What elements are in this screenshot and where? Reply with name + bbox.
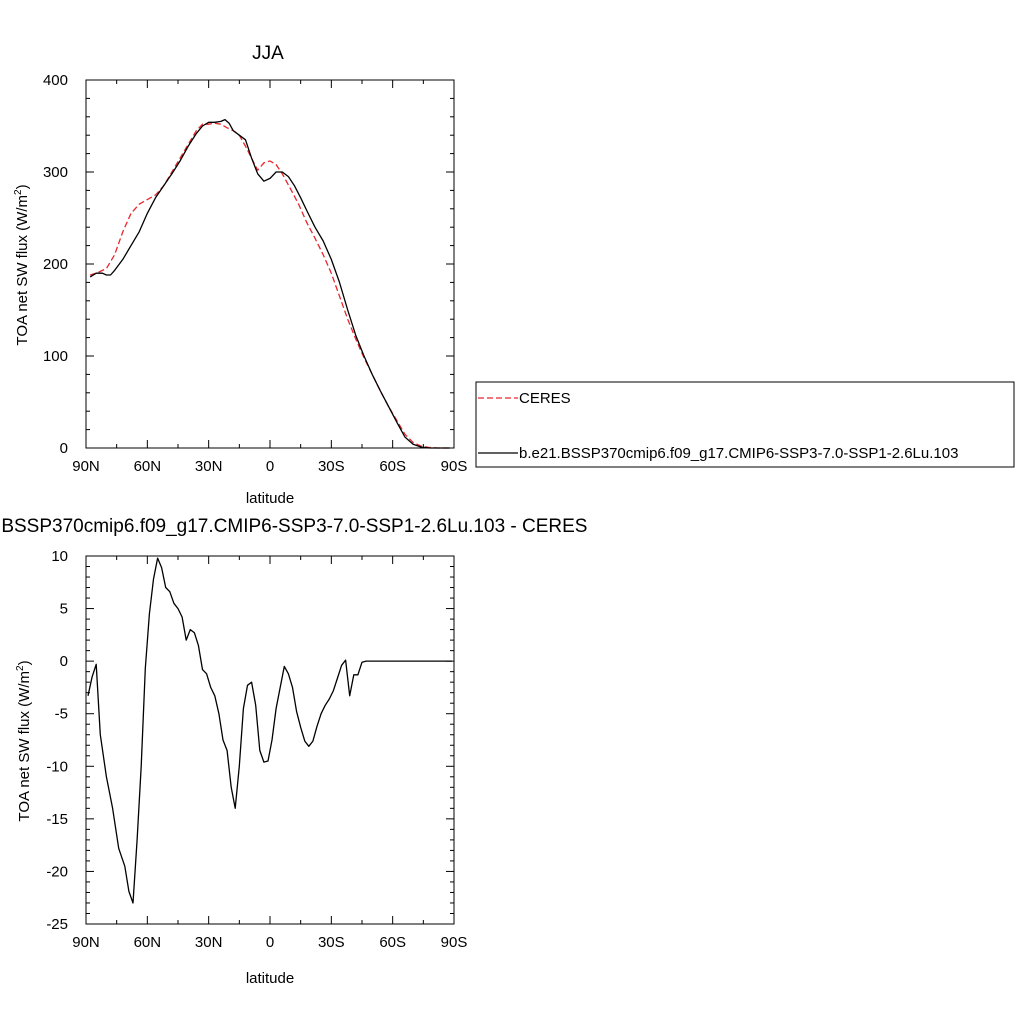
x-tick-label: 30S: [318, 934, 345, 951]
panel-bottom-axes: 90N 60N 30N 0 30S 60S 90S -25 -20 -15 -10 -5 0 5 10: [46, 548, 467, 951]
x-tick-label: 60N: [134, 934, 162, 951]
panel-top-x-axis-title: latitude: [246, 490, 294, 507]
panel-bottom-y-axis-title-close: ): [16, 660, 33, 665]
legend-label-ceres: CERES: [519, 390, 571, 407]
panel-top-frame: [85, 79, 455, 449]
x-tick-label: 90N: [72, 458, 100, 475]
panel-bottom-series: [87, 557, 452, 904]
panel-top-series: [89, 118, 450, 449]
y-tick-label: -15: [46, 811, 68, 828]
panel-bottom-x-axis-title: latitude: [246, 970, 294, 987]
panel-top-y-axis-title-close: ): [14, 184, 31, 189]
y-tick-label: 10: [51, 548, 68, 565]
panel-bottom-frame: [85, 555, 455, 925]
panel-top: JJA 90N 60N 30N 0 30S 60S 90S 0 100 200 300 400 lat…: [13, 43, 467, 507]
panel-bottom-y-axis-title-main: TOA net SW flux (W/m: [16, 671, 33, 822]
x-tick-label: 0: [266, 458, 274, 475]
x-tick-label: 30N: [195, 458, 223, 475]
y-tick-label: -25: [46, 916, 68, 933]
series-line-top-1: [89, 118, 450, 449]
y-tick-label: -10: [46, 758, 68, 775]
y-tick-label: 200: [43, 256, 68, 273]
series-line-top-0: [89, 122, 450, 449]
y-tick-label: 100: [43, 348, 68, 365]
x-tick-label: 90N: [72, 934, 100, 951]
panel-bottom-y-axis-title-sup: 2: [15, 665, 26, 671]
legend-label-model: b.e21.BSSP370cmip6.f09_g17.CMIP6-SSP3-7.…: [519, 445, 958, 462]
y-tick-label: -5: [55, 706, 68, 723]
x-tick-label: 90S: [441, 934, 468, 951]
y-tick-label: 300: [43, 164, 68, 181]
panel-top-y-axis-title: TOA net SW flux (W/m2): [13, 184, 31, 345]
x-tick-label: 30N: [195, 934, 223, 951]
y-tick-label: 0: [60, 653, 68, 670]
x-tick-label: 30S: [318, 458, 345, 475]
x-tick-label: 0: [266, 934, 274, 951]
panel-top-title: JJA: [252, 43, 284, 64]
y-tick-label: 0: [60, 440, 68, 457]
y-tick-label: 400: [43, 72, 68, 89]
y-tick-label: 5: [60, 601, 68, 618]
panel-bottom-title: b.e21.BSSP370cmip6.f09_g17.CMIP6-SSP3-7.…: [0, 516, 587, 537]
x-tick-label: 60N: [134, 458, 162, 475]
panel-bottom-y-axis-title: TOA net SW flux (W/m2): [15, 660, 33, 821]
panel-top-y-axis-title-main: TOA net SW flux (W/m: [14, 195, 31, 346]
panel-top-y-axis-title-sup: 2: [13, 189, 24, 195]
x-tick-label: 60S: [379, 934, 406, 951]
series-line-bottom-0: [87, 557, 452, 904]
legend-box: [475, 381, 1015, 468]
x-tick-label: 90S: [441, 458, 468, 475]
legend: CERES b.e21.BSSP370cmip6.f09_g17.CMIP6-S…: [475, 381, 1015, 468]
y-tick-label: -20: [46, 863, 68, 880]
panel-top-axes: 90N 60N 30N 0 30S 60S 90S 0 100 200 300 400: [43, 72, 467, 475]
x-tick-label: 60S: [379, 458, 406, 475]
panel-bottom: b.e21.BSSP370cmip6.f09_g17.CMIP6-SSP3-7.…: [0, 516, 587, 987]
